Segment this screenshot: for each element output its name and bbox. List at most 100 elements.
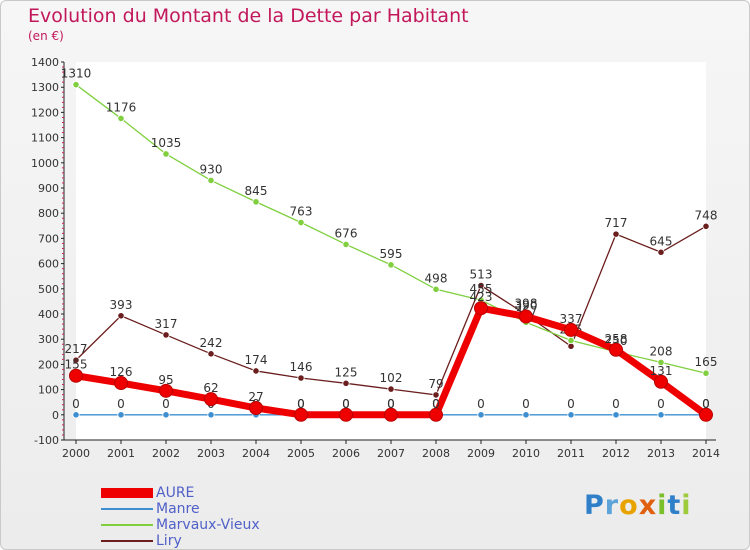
data-label: 146: [290, 360, 313, 374]
data-point: [519, 309, 533, 324]
legend-item-aure: AURE: [101, 485, 260, 501]
data-label: 498: [425, 271, 448, 285]
data-point: [159, 383, 173, 398]
data-label: 217: [65, 342, 88, 356]
data-label: 0: [477, 397, 485, 411]
proxiti-logo: Proxiti: [584, 490, 692, 521]
data-label: 423: [470, 290, 493, 304]
data-point: [657, 248, 665, 256]
x-tick-label: 2011: [557, 447, 585, 460]
data-label: 102: [380, 371, 403, 385]
data-point: [162, 150, 170, 158]
data-label: 165: [695, 355, 718, 369]
data-point: [294, 407, 308, 422]
legend-item-liry: Liry: [101, 533, 260, 549]
data-point: [564, 322, 578, 337]
data-point: [342, 240, 350, 249]
data-point: [72, 81, 80, 89]
data-point: [567, 411, 575, 419]
data-label: 645: [650, 234, 673, 248]
data-point: [702, 222, 710, 230]
data-label: 0: [162, 397, 170, 411]
y-tick-label: 800: [38, 207, 59, 220]
x-tick-label: 2004: [242, 447, 270, 460]
y-tick-label: 1300: [31, 81, 59, 94]
data-label: 845: [245, 184, 268, 198]
data-point: [477, 281, 485, 290]
x-tick-label: 2001: [107, 447, 135, 460]
data-point: [612, 411, 620, 419]
logo-letter: P: [584, 490, 605, 521]
data-label: 27: [248, 390, 263, 404]
y-tick-label: 100: [38, 384, 59, 397]
y-tick-label: 1100: [31, 132, 59, 145]
data-point: [657, 411, 665, 419]
data-label: 258: [605, 332, 628, 346]
data-point: [72, 356, 80, 364]
y-tick-label: 0: [52, 409, 59, 422]
logo-letter: t: [667, 490, 682, 521]
y-tick-label: 400: [38, 308, 59, 321]
y-tick-label: 600: [38, 258, 59, 271]
data-label: 455: [470, 282, 493, 296]
legend-swatch: [101, 540, 153, 542]
x-tick-label: 2007: [377, 447, 405, 460]
data-label: 95: [158, 373, 173, 387]
legend-swatch: [101, 488, 153, 498]
legend-item-marvaux-vieux: Marvaux-Vieux: [101, 517, 260, 533]
data-point: [474, 301, 488, 316]
x-tick-label: 2012: [602, 447, 630, 460]
chart-subtitle: (en €): [28, 29, 64, 43]
data-point: [477, 411, 485, 419]
data-point: [252, 198, 260, 206]
data-point: [162, 411, 170, 419]
y-tick-label: 200: [38, 358, 59, 371]
data-point: [432, 285, 440, 293]
data-point: [207, 176, 215, 185]
chart-title: Evolution du Montant de la Dette par Hab…: [28, 5, 469, 27]
plot-area: [76, 62, 706, 440]
x-tick-label: 2000: [62, 447, 90, 460]
data-point: [162, 331, 170, 339]
data-label: 0: [342, 397, 350, 411]
data-label: 0: [432, 397, 440, 411]
x-tick-label: 2009: [467, 447, 495, 460]
data-label: 0: [387, 397, 395, 411]
data-point: [384, 407, 398, 422]
data-label: 131: [650, 364, 673, 378]
data-label: 0: [387, 397, 395, 411]
x-tick-label: 2002: [152, 447, 180, 460]
data-point: [252, 367, 260, 375]
data-label: 317: [155, 317, 178, 331]
data-point: [522, 411, 530, 419]
data-label: 393: [110, 298, 133, 312]
data-label: 390: [515, 299, 538, 313]
logo-letter: i: [681, 490, 692, 521]
data-label: 930: [200, 162, 223, 176]
x-tick-label: 2003: [197, 447, 225, 460]
data-point: [429, 407, 443, 422]
y-tick-label: 300: [38, 333, 59, 346]
data-label: 1176: [106, 100, 137, 114]
logo-letter: i: [657, 490, 668, 521]
x-tick-label: 2010: [512, 447, 540, 460]
data-point: [567, 336, 575, 345]
data-label: 0: [342, 397, 350, 411]
legend-label: Marvaux-Vieux: [156, 517, 260, 533]
x-tick-label: 2005: [287, 447, 315, 460]
x-tick-label: 2006: [332, 447, 360, 460]
series-aure: 155 126 95 62 27 0 0 0 0 423 390 337 258 131 0: [65, 290, 713, 422]
data-label: 208: [650, 344, 673, 358]
legend-swatch: [101, 508, 153, 510]
data-point: [207, 411, 215, 419]
logo-letter: r: [604, 490, 620, 521]
y-tick-label: 900: [38, 182, 59, 195]
data-point: [387, 261, 395, 269]
data-label: 0: [432, 397, 440, 411]
data-point: [72, 411, 80, 419]
legend-label: Liry: [156, 533, 182, 549]
data-point: [297, 218, 305, 227]
data-label: 155: [65, 358, 88, 372]
data-point: [114, 376, 128, 391]
